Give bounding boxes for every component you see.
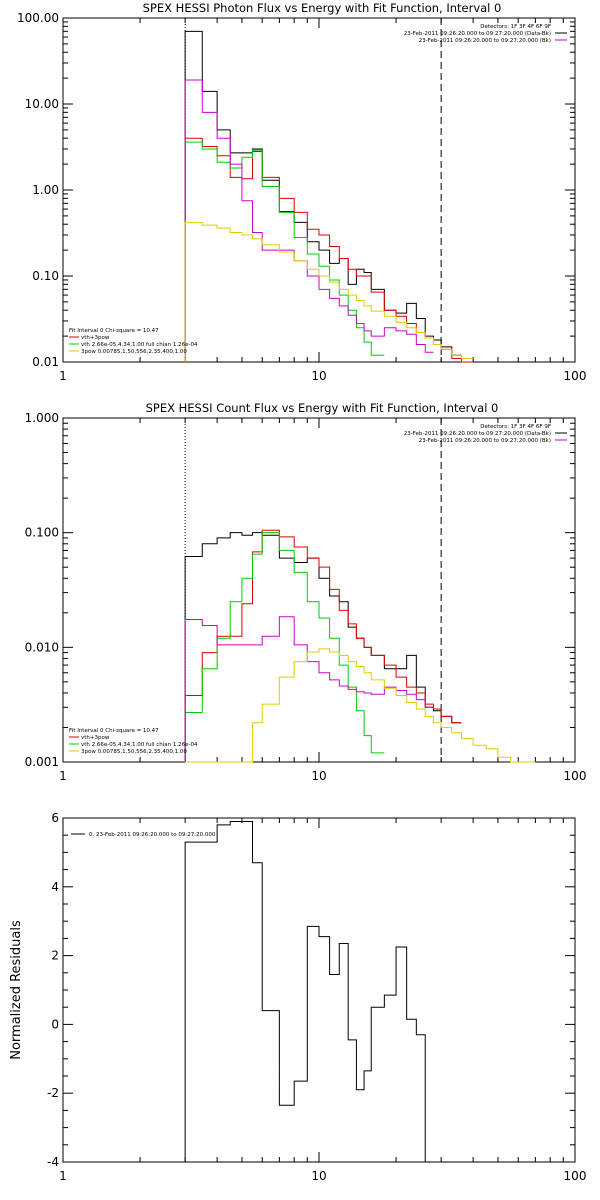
photon-flux-y-tick-label: 1.00 [32,183,59,197]
residuals-panel: Normalized Residuals 1 10 100 -4 -2 0 2 4 6 0. 2… [9,811,586,1183]
count-flux-y-tick-label: 0.010 [25,640,59,654]
count-flux-x-tick-label: 10 [311,769,326,783]
residuals-plot-frame [62,817,576,1163]
count-flux-legend-entry-0: Detectors: 1F 3F 4F 6F 9F [480,424,551,430]
count-flux-series [184,529,536,763]
photon-flux-fit-legend-entry-3: 3pow 0.00785,1.50,556,2.35,400,1.00 [81,349,187,355]
count-flux-panel: SPEX HESSI Count Flux vs Energy with Fit… [25,401,587,783]
photon-flux-series [184,30,474,363]
photon-flux-y-tick-label: 100.00 [17,11,59,25]
photon-flux-y-tick-label: 0.01 [32,355,59,369]
residuals-y-tick-label: 2 [51,949,59,963]
count-flux-y-tick-label: 1.000 [25,411,59,425]
photon-flux-legend-entry-2: 23-Feb-2011 09:26:20.000 to 09:27:20.000… [419,38,551,44]
count-flux-fit-legend-entry-3: 3pow 0.00785,1.50,556,2.35,400,1.00 [81,749,187,755]
residuals-y-axis-label: Normalized Residuals [9,920,24,1060]
count-flux-x-tick-label: 1 [59,769,67,783]
residuals-y-tick-label: 0 [51,1017,59,1031]
photon-flux-series-4-histogram [184,221,474,362]
residuals-ticks: 1 10 100 -4 -2 0 2 4 6 [47,811,586,1183]
count-flux-fit-legend-entry-1: vth+3pow [81,735,110,741]
count-flux-series-2-histogram [184,532,385,762]
residuals-y-tick-label: 6 [51,811,59,825]
count-flux-fit-legend: Fit Interval 0 Chi-square = 10.47vth+3po… [69,728,198,755]
photon-flux-ticks: 1 10 100 0.01 0.10 1.00 10.00 100.00 [17,11,586,383]
count-flux-legend-entry-1: 23-Feb-2011 09:26:20.000 to 09:27:20.000… [404,431,551,437]
count-flux-fit-legend-entry-0: Fit Interval 0 Chi-square = 10.47 [69,728,159,734]
count-flux-y-tick-label: 0.001 [25,755,59,769]
photon-flux-x-tick-label: 10 [311,369,326,383]
photon-flux-title: SPEX HESSI Photon Flux vs Energy with Fi… [143,1,502,15]
count-flux-fit-legend-entry-2: vth 2.66e-05,4.34,1.00 full chian 1.26e-… [81,742,198,748]
photon-flux-fit-legend-entry-1: vth+3pow [81,335,110,341]
residuals-legend: 0. 23-Feb-2011 09:26:20.000 to 09:27:20.… [71,832,216,838]
residuals-x-tick-label: 1 [59,1169,67,1183]
photon-flux-series-0-histogram [184,30,462,362]
residuals-x-tick-label: 100 [564,1169,587,1183]
count-flux-x-tick-label: 100 [564,769,587,783]
count-flux-markers [184,418,442,762]
photon-flux-fit-legend-entry-0: Fit Interval 0 Chi-square = 10.47 [69,328,159,334]
count-flux-y-tick-label: 0.100 [25,526,59,540]
photon-flux-legend-entry-1: 23-Feb-2011 09:26:20.000 to 09:27:20.000… [404,31,551,37]
photon-flux-fit-legend: Fit Interval 0 Chi-square = 10.47vth+3po… [69,328,198,355]
count-flux-ticks: 1 10 100 0.001 0.010 0.100 1.000 [25,411,587,783]
residuals-y-tick-label: -4 [47,1155,59,1169]
photon-flux-markers [184,18,442,362]
photon-flux-plot-frame [62,17,576,363]
photon-flux-fit-legend-entry-2: vth 2.66e-05,4.34,1.00 full chian 1.26e-… [81,342,198,348]
photon-flux-x-tick-label: 100 [564,369,587,383]
count-flux-legend-entry-2: 23-Feb-2011 09:26:20.000 to 09:27:20.000… [419,438,551,444]
residuals-series-0-histogram [184,820,426,1162]
count-flux-series-1-histogram [184,529,462,762]
residuals-y-tick-label: -2 [47,1086,59,1100]
residuals-x-tick-label: 10 [311,1169,326,1183]
photon-flux-panel: SPEX HESSI Photon Flux vs Energy with Fi… [17,1,586,383]
residuals-y-tick-label: 4 [51,880,59,894]
count-flux-series-4-histogram [185,648,536,763]
photon-flux-x-tick-label: 1 [59,369,67,383]
photon-flux-y-tick-label: 10.00 [25,97,59,111]
photon-flux-legend-entry-0: Detectors: 1F 3F 4F 6F 9F [480,24,551,30]
count-flux-title: SPEX HESSI Count Flux vs Energy with Fit… [146,401,499,415]
photon-flux-series-3-histogram [184,79,434,362]
residuals-legend-entry-0: 0. 23-Feb-2011 09:26:20.000 to 09:27:20.… [89,832,216,838]
residuals-series [184,820,426,1162]
count-flux-plot-frame [62,417,576,763]
count-flux-series-3-histogram [184,616,434,762]
photon-flux-y-tick-label: 0.10 [32,269,59,283]
